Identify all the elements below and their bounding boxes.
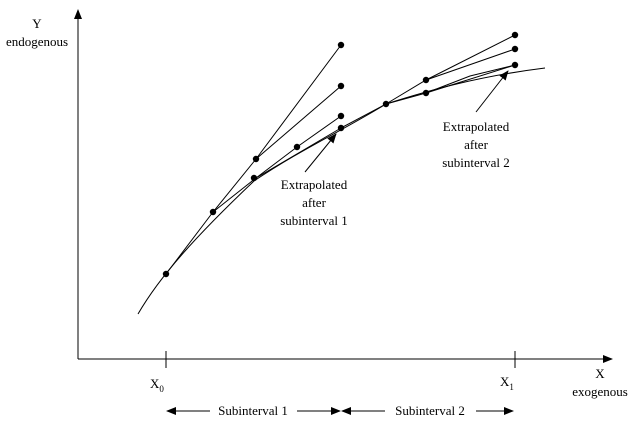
- sample-point: [337, 112, 345, 120]
- sample-point: [337, 124, 345, 132]
- subinterval-2-label: Subinterval 2: [395, 403, 465, 418]
- annotation-2-line-1: Extrapolated: [443, 119, 510, 134]
- sample-point: [511, 31, 519, 39]
- sample-points: [162, 31, 519, 278]
- sample-point: [337, 41, 345, 49]
- annotation-1-line-1: Extrapolated: [281, 177, 348, 192]
- sample-point: [250, 174, 258, 182]
- annotation-1-line-3: subinterval 1: [280, 213, 348, 228]
- annotation-arrow-2: [475, 70, 509, 113]
- sub2-fan-line-4: [425, 64, 516, 94]
- sub2-fan-line-1: [340, 34, 516, 129]
- x0-label-base: X: [150, 376, 160, 391]
- sample-point: [422, 76, 430, 84]
- subinterval-1-label: Subinterval 1: [218, 403, 288, 418]
- x1-label-sub: 1: [509, 382, 514, 392]
- sub2-fan-line-3: [385, 64, 516, 105]
- sample-point: [252, 155, 260, 163]
- sample-point: [293, 143, 301, 151]
- sample-point: [511, 45, 519, 53]
- sample-point: [382, 100, 390, 108]
- sample-point: [337, 82, 345, 90]
- sample-point: [209, 208, 217, 216]
- x0-label: X0: [150, 376, 164, 394]
- annotation-1-line-2: after: [302, 195, 326, 210]
- y-axis-letter: Y: [32, 16, 42, 31]
- annotation-2-line-3: subinterval 2: [442, 155, 510, 170]
- annotation-arrow-1: [304, 133, 337, 173]
- sample-point: [511, 61, 519, 69]
- true-solution-curve: [137, 67, 546, 315]
- x-axis-word: exogenous: [572, 384, 628, 399]
- annotation-2-line-2: after: [464, 137, 488, 152]
- sub1-fan-line-2: [255, 85, 342, 160]
- sub2-fan-line-2: [425, 48, 516, 81]
- x0-label-sub: 0: [159, 384, 164, 394]
- sub1-fan-line-1: [165, 44, 342, 275]
- x1-label-base: X: [500, 374, 510, 389]
- sample-point: [162, 270, 170, 278]
- y-axis-word: endogenous: [6, 34, 68, 49]
- x-axis-letter: X: [595, 366, 605, 381]
- sample-point: [422, 89, 430, 97]
- x1-label: X1: [500, 374, 514, 392]
